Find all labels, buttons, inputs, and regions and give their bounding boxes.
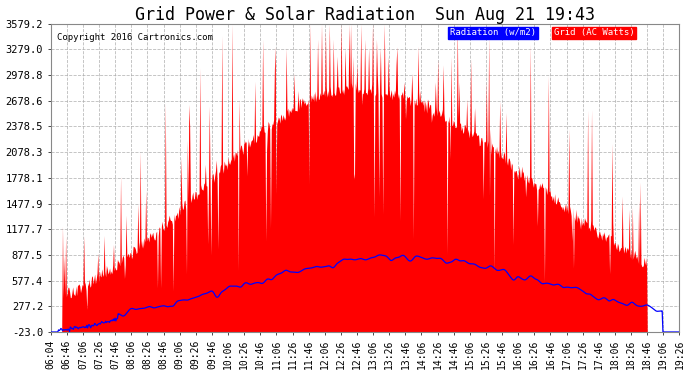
Text: Copyright 2016 Cartronics.com: Copyright 2016 Cartronics.com bbox=[57, 33, 213, 42]
Text: Radiation (w/m2): Radiation (w/m2) bbox=[450, 28, 536, 38]
Title: Grid Power & Solar Radiation  Sun Aug 21 19:43: Grid Power & Solar Radiation Sun Aug 21 … bbox=[135, 6, 595, 24]
Text: Grid (AC Watts): Grid (AC Watts) bbox=[553, 28, 634, 38]
